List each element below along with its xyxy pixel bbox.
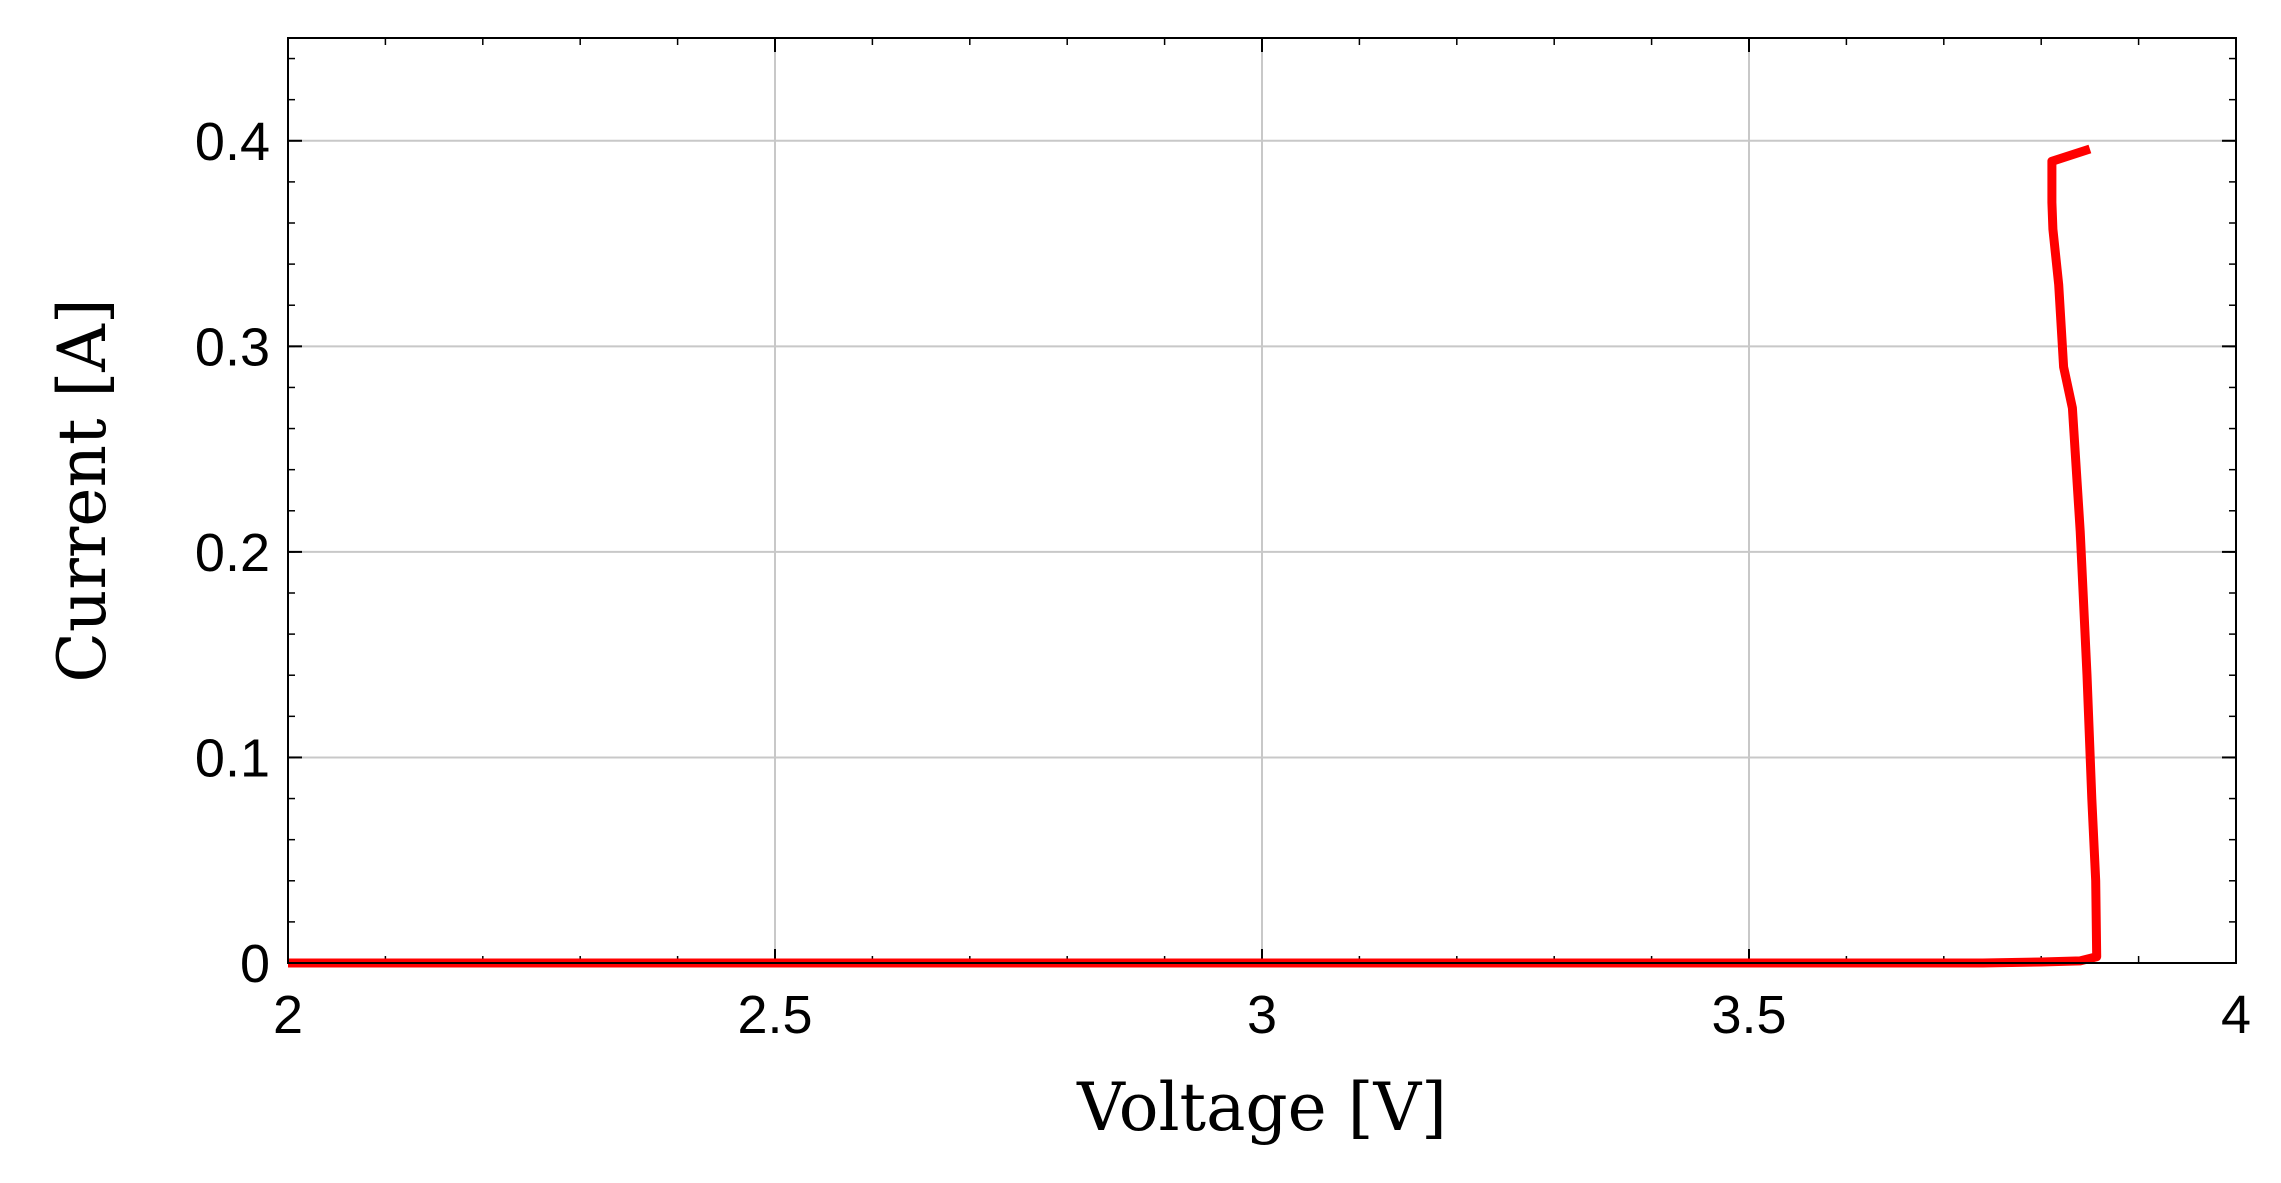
x-tick-label: 2: [273, 985, 303, 1045]
y-tick-label: 0.2: [195, 523, 270, 583]
x-tick-label: 3: [1247, 985, 1277, 1045]
grid-lines: [288, 38, 2236, 963]
x-tick-label: 4: [2221, 985, 2251, 1045]
x-tick-label: 2.5: [737, 985, 812, 1045]
y-axis-title: Current [A]: [44, 298, 121, 682]
x-tick-labels: 2 2.5 3 3.5 4: [273, 985, 2251, 1045]
y-tick-label: 0: [240, 934, 270, 994]
y-tick-label: 0.4: [195, 112, 270, 172]
y-tick-label: 0.1: [195, 728, 270, 788]
y-tick-label: 0.3: [195, 317, 270, 377]
x-tick-label: 3.5: [1711, 985, 1786, 1045]
plot-area-frame: [287, 37, 2237, 964]
y-tick-labels: 0 0.1 0.2 0.3 0.4: [195, 112, 270, 994]
x-axis-title: Voltage [V]: [1076, 1069, 1447, 1146]
